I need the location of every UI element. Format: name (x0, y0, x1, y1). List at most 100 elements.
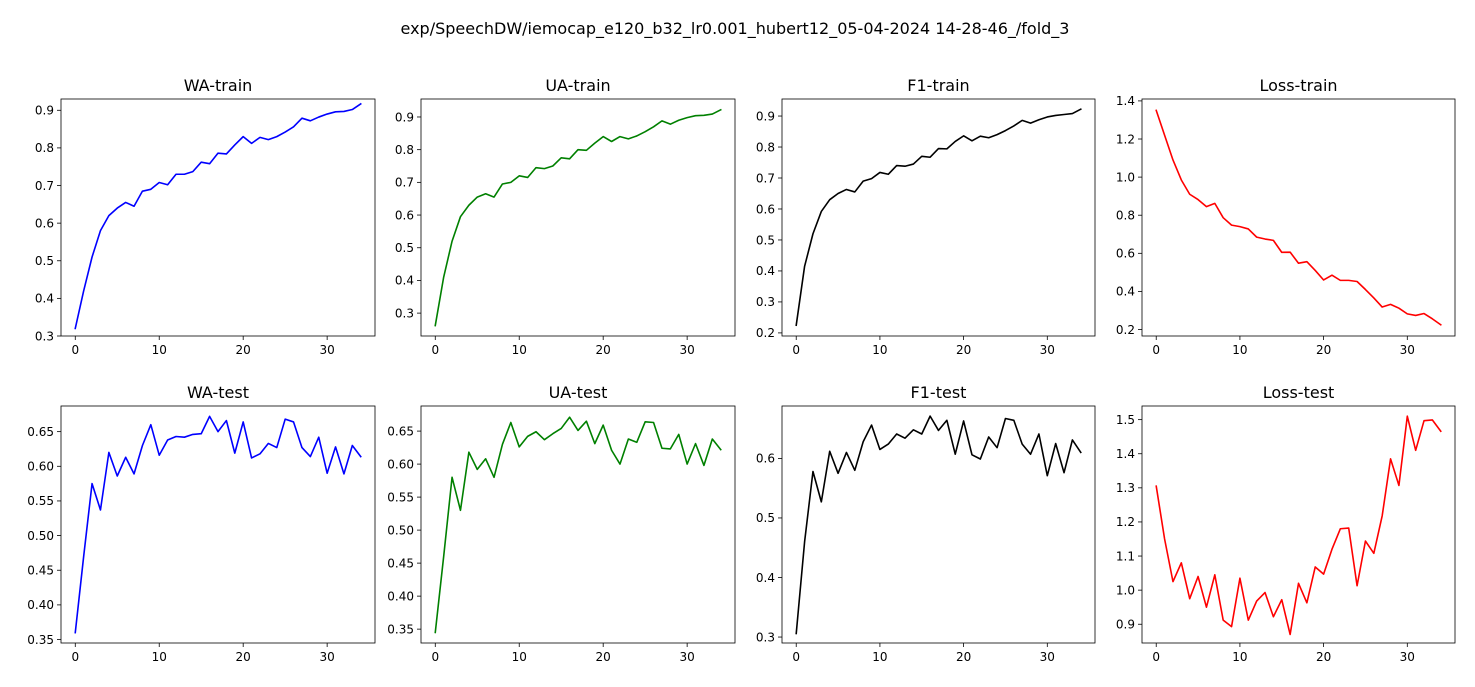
x-tick-label: 0 (71, 650, 79, 664)
x-tick-label: 20 (1316, 343, 1331, 357)
data-point (804, 265, 806, 267)
data-point (904, 165, 906, 167)
series-line (74, 415, 362, 634)
x-tick-label: 10 (152, 343, 167, 357)
data-point (1155, 110, 1157, 112)
data-point (1331, 274, 1333, 276)
data-point (284, 418, 286, 420)
axes-frame (420, 98, 736, 337)
data-point (226, 153, 228, 155)
data-point (628, 138, 630, 140)
data-point (175, 173, 177, 175)
y-tick-label: 0.7 (35, 179, 54, 193)
x-tick-label: 0 (1152, 343, 1160, 357)
data-point (896, 433, 898, 435)
data-point (1314, 270, 1316, 272)
data-point (653, 126, 655, 128)
data-point (544, 168, 546, 170)
data-point (1197, 199, 1199, 201)
data-point (158, 182, 160, 184)
x-tick-label: 20 (956, 343, 971, 357)
series-line (1155, 109, 1442, 326)
y-tick-label: 0.9 (395, 110, 414, 124)
data-point (971, 140, 973, 142)
data-point (200, 161, 202, 163)
data-point (996, 447, 998, 449)
data-point (678, 434, 680, 436)
data-point (552, 165, 554, 167)
data-point (1038, 119, 1040, 121)
data-point (493, 196, 495, 198)
data-point (577, 149, 579, 151)
subplot-title: UA-train (545, 76, 610, 95)
data-point (184, 173, 186, 175)
y-tick-label: 0.5 (395, 241, 414, 255)
data-point (1289, 634, 1291, 636)
data-point (268, 443, 270, 445)
data-point (443, 556, 445, 558)
data-point (133, 473, 135, 475)
subplot-wa-train: WA-train 0 10 20 30 0.3 0.4 0.5 0.6 0.7 0.8 0.9 (35, 76, 376, 357)
data-point (217, 152, 219, 154)
data-point (1247, 228, 1249, 230)
data-point (686, 117, 688, 119)
data-point (226, 420, 228, 422)
data-point (1239, 577, 1241, 579)
data-point (929, 156, 931, 158)
data-point (1365, 289, 1367, 291)
data-point (293, 126, 295, 128)
subplot-title: WA-test (187, 383, 249, 402)
x-tick-label: 0 (1152, 650, 1160, 664)
data-point (854, 191, 856, 193)
x-tick-label: 30 (680, 650, 695, 664)
data-point (352, 109, 354, 111)
y-tick-label: 1.5 (1116, 413, 1135, 427)
series-line (1155, 415, 1442, 636)
data-point (821, 211, 823, 213)
data-point (846, 189, 848, 191)
x-tick-label: 30 (320, 650, 335, 664)
data-point (1398, 485, 1400, 487)
y-tick-label: 0.55 (27, 494, 54, 508)
data-point (938, 148, 940, 150)
axes-frame (781, 98, 1096, 337)
axes-frame (60, 98, 376, 337)
data-point (1222, 217, 1224, 219)
data-point (1080, 452, 1082, 454)
data-point (712, 113, 714, 115)
y-tick-label: 1.1 (1116, 549, 1135, 563)
x-tick-label: 0 (71, 343, 79, 357)
data-point (695, 443, 697, 445)
series-line (74, 102, 362, 330)
data-point (83, 290, 85, 292)
data-point (91, 256, 93, 258)
data-point (510, 422, 512, 424)
data-point (502, 183, 504, 185)
data-point (1189, 193, 1191, 195)
data-point (1206, 606, 1208, 608)
data-point (310, 456, 312, 458)
data-point (703, 115, 705, 117)
y-tick-label: 0.4 (1116, 285, 1135, 299)
data-point (1356, 281, 1358, 283)
data-point (318, 436, 320, 438)
y-tick-label: 0.60 (387, 457, 414, 471)
data-point (795, 633, 797, 635)
data-point (1021, 443, 1023, 445)
data-point (116, 207, 118, 209)
y-tick-label: 0.6 (756, 202, 775, 216)
data-point (343, 473, 345, 475)
series-line (434, 416, 722, 634)
subplot-ua-test: UA-test 0 10 20 30 0.35 0.40 0.45 0.50 0.55 0.60 0.… (387, 383, 736, 664)
series-line (434, 108, 722, 327)
data-point (829, 450, 831, 452)
subplot-f1-train: F1-train 0 10 20 30 0.2 0.3 0.4 0.5 0.6 0.7 0.8 0.9 (756, 76, 1096, 357)
data-point (1298, 262, 1300, 264)
data-point (167, 439, 169, 441)
data-point (1030, 453, 1032, 455)
data-point (259, 453, 261, 455)
data-point (251, 143, 253, 145)
data-point (929, 415, 931, 417)
data-point (879, 449, 881, 451)
data-point (518, 175, 520, 177)
